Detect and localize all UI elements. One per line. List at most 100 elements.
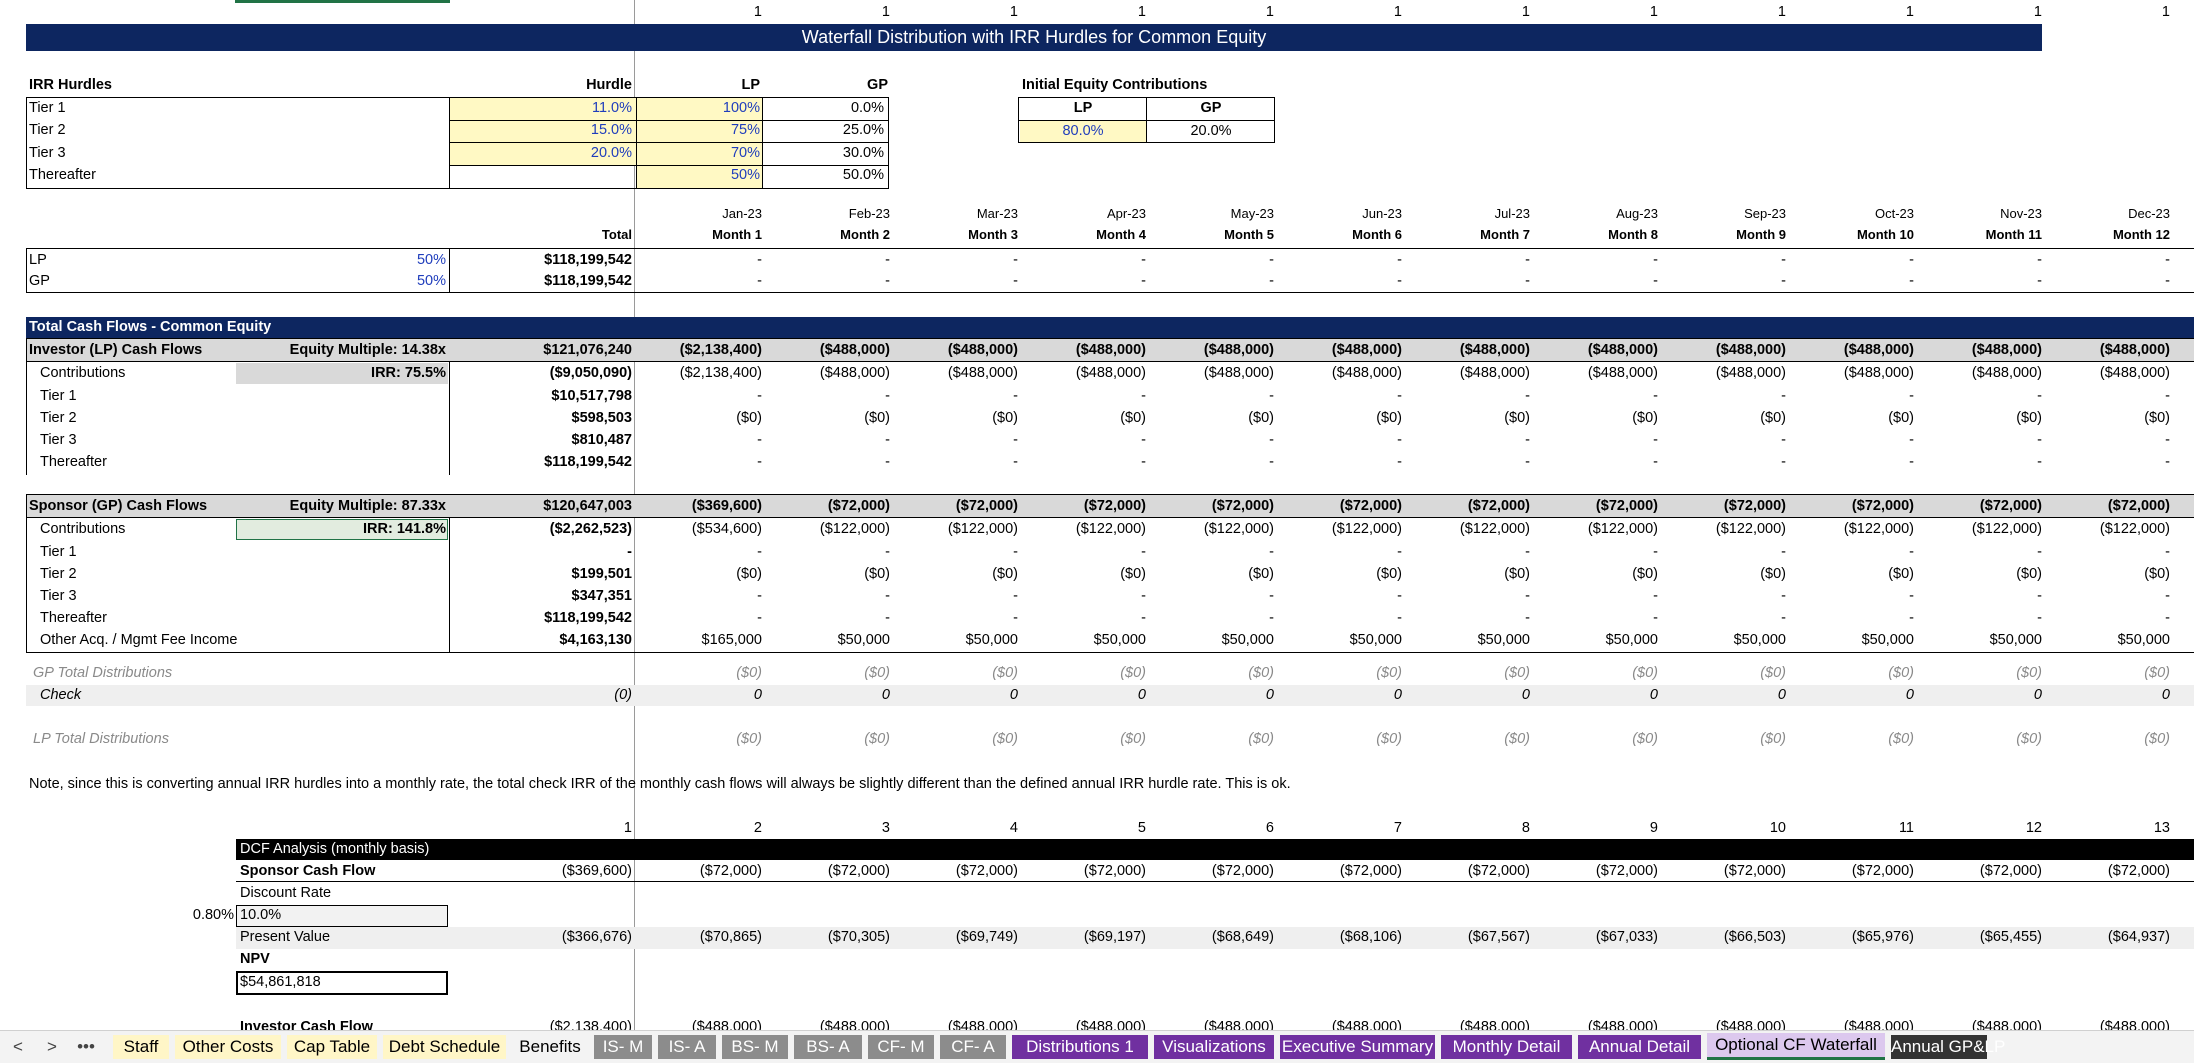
lp-tier-month[interactable]: ($0): [736, 410, 762, 426]
lp-tier-month[interactable]: -: [757, 454, 762, 470]
gp-split[interactable]: 0.0%: [850, 100, 884, 116]
dcf-title[interactable]: DCF Analysis (monthly basis): [240, 841, 430, 857]
sheet-tab-cap-table[interactable]: Cap Table: [287, 1035, 377, 1059]
dcf-period-number[interactable]: 10: [1769, 820, 1786, 836]
month-date[interactable]: May-23: [1230, 206, 1274, 221]
column-counter[interactable]: 1: [1777, 4, 1786, 20]
investor-monthly[interactable]: ($488,000): [1459, 342, 1530, 358]
dcf-investor-value[interactable]: ($2,138,400): [549, 1019, 632, 1030]
gp-tier-label[interactable]: Thereafter: [40, 610, 107, 626]
split-gp-month[interactable]: -: [1525, 273, 1530, 289]
split-gp-month[interactable]: -: [1781, 273, 1786, 289]
sponsor-monthly[interactable]: ($72,000): [1467, 498, 1530, 514]
gp-tier-month[interactable]: ($0): [1248, 566, 1274, 582]
split-lp-month[interactable]: -: [1013, 252, 1018, 268]
check-month[interactable]: 0: [2161, 687, 2170, 703]
gp-irr[interactable]: IRR: 141.8%: [362, 521, 446, 537]
lp-tier-month[interactable]: ($0): [1888, 410, 1914, 426]
initial-equity-title[interactable]: Initial Equity Contributions: [1022, 77, 1208, 93]
dcf-sponsor-value[interactable]: ($72,000): [1723, 863, 1786, 879]
lp-tier-month[interactable]: -: [757, 388, 762, 404]
lp-contributions-month[interactable]: ($488,000): [947, 365, 1018, 381]
dcf-sponsor-value[interactable]: ($72,000): [955, 863, 1018, 879]
dcf-sponsor-value[interactable]: ($72,000): [1467, 863, 1530, 879]
gp-tier-month[interactable]: -: [1653, 588, 1658, 604]
check-month[interactable]: 0: [1777, 687, 1786, 703]
lp-tier-month[interactable]: -: [1653, 388, 1658, 404]
sheet-tab-visualizations[interactable]: Visualizations: [1154, 1035, 1274, 1059]
gp-tier-month[interactable]: -: [1013, 610, 1018, 626]
fee-month[interactable]: $165,000: [701, 632, 762, 648]
gp-tier-month[interactable]: -: [1909, 544, 1914, 560]
check-month[interactable]: 0: [1009, 687, 1018, 703]
dcf-pv-value[interactable]: ($65,976): [1851, 929, 1914, 945]
gp-tier-month[interactable]: -: [1013, 544, 1018, 560]
check-month[interactable]: 0: [1393, 687, 1402, 703]
gp-tier-month[interactable]: -: [1397, 544, 1402, 560]
gp-contributions-month[interactable]: ($122,000): [1587, 521, 1658, 537]
hurdle-rate-input[interactable]: [450, 165, 632, 186]
gp-contributions-total[interactable]: ($2,262,523): [549, 521, 632, 537]
lp-contributions-month[interactable]: ($2,138,400): [679, 365, 762, 381]
gp-contributions-month[interactable]: ($122,000): [947, 521, 1018, 537]
split-gp-total[interactable]: $118,199,542: [544, 273, 632, 289]
lp-contributions-month[interactable]: ($488,000): [1971, 365, 2042, 381]
fee-month[interactable]: $50,000: [1605, 632, 1658, 648]
gp-tier-month[interactable]: -: [1269, 588, 1274, 604]
dcf-period-number[interactable]: 5: [1137, 820, 1146, 836]
dcf-period-number[interactable]: 8: [1521, 820, 1530, 836]
lp-tier-month[interactable]: -: [1525, 432, 1530, 448]
lp-contributions-month[interactable]: ($488,000): [1203, 365, 1274, 381]
dcf-pv-value[interactable]: ($69,197): [1083, 929, 1146, 945]
investor-monthly[interactable]: ($488,000): [1715, 342, 1786, 358]
split-lp-month[interactable]: -: [1525, 252, 1530, 268]
gp-tier-month[interactable]: -: [1141, 610, 1146, 626]
month-label[interactable]: Month 10: [1856, 227, 1914, 242]
gp-contributions-month[interactable]: ($122,000): [819, 521, 890, 537]
gp-contributions-month[interactable]: ($122,000): [1715, 521, 1786, 537]
gp-tier-month[interactable]: -: [1525, 610, 1530, 626]
dcf-investor-value[interactable]: ($488,000): [819, 1019, 890, 1030]
month-date[interactable]: Sep-23: [1744, 206, 1786, 221]
sheet-tab-benefits[interactable]: Benefits: [512, 1035, 588, 1059]
lp-tier-month[interactable]: -: [1141, 432, 1146, 448]
split-lp-month[interactable]: -: [885, 252, 890, 268]
lp-contributions-month[interactable]: ($488,000): [1459, 365, 1530, 381]
lp-tier-month[interactable]: -: [1909, 432, 1914, 448]
gp-tier-month[interactable]: ($0): [1632, 566, 1658, 582]
month-label[interactable]: Month 5: [1224, 227, 1274, 242]
gp-tier-month[interactable]: -: [1653, 544, 1658, 560]
gp-split[interactable]: 30.0%: [842, 145, 884, 161]
lp-total-dist-month[interactable]: ($0): [1248, 731, 1274, 747]
section-title[interactable]: Total Cash Flows - Common Equity: [29, 319, 272, 335]
gp-tier-month[interactable]: ($0): [1888, 566, 1914, 582]
gp-tier-month[interactable]: -: [757, 610, 762, 626]
column-counter[interactable]: 1: [1137, 4, 1146, 20]
lp-tier-month[interactable]: -: [1269, 388, 1274, 404]
month-date[interactable]: Feb-23: [848, 206, 890, 221]
lp-total-dist-label[interactable]: LP Total Distributions: [33, 731, 169, 747]
check-month[interactable]: 0: [1649, 687, 1658, 703]
lp-tier-month[interactable]: -: [1781, 432, 1786, 448]
gp-split[interactable]: 25.0%: [842, 122, 884, 138]
sheet-title[interactable]: Waterfall Distribution with IRR Hurdles …: [801, 27, 1267, 47]
gp-tier-month[interactable]: -: [1013, 588, 1018, 604]
fee-month[interactable]: $50,000: [1221, 632, 1274, 648]
gp-tier-month[interactable]: ($0): [2144, 566, 2170, 582]
sponsor-monthly[interactable]: ($72,000): [1723, 498, 1786, 514]
initial-gp-value[interactable]: 20.0%: [1190, 123, 1232, 139]
spreadsheet-grid[interactable]: 1 1 1 1 1 1 1 1 1 1 1 1 Waterfall Distribution with …: [0, 0, 2194, 1030]
gp-tier-month[interactable]: -: [2165, 610, 2170, 626]
lp-contributions-month[interactable]: ($488,000): [819, 365, 890, 381]
gp-total-dist-month[interactable]: ($0): [736, 665, 762, 681]
scroll-left-icon[interactable]: <: [13, 1037, 23, 1056]
dcf-pv-value[interactable]: ($67,033): [1595, 929, 1658, 945]
sponsor-monthly[interactable]: ($72,000): [955, 498, 1018, 514]
initial-lp-input[interactable]: 80.0%: [1062, 123, 1104, 139]
investor-monthly[interactable]: ($488,000): [2099, 342, 2170, 358]
scroll-right-icon[interactable]: >: [47, 1037, 57, 1056]
fee-label[interactable]: Other Acq. / Mgmt Fee Income: [40, 632, 238, 648]
split-lp-month[interactable]: -: [1397, 252, 1402, 268]
dcf-pv-value[interactable]: ($68,649): [1211, 929, 1274, 945]
fee-month[interactable]: $50,000: [1733, 632, 1786, 648]
